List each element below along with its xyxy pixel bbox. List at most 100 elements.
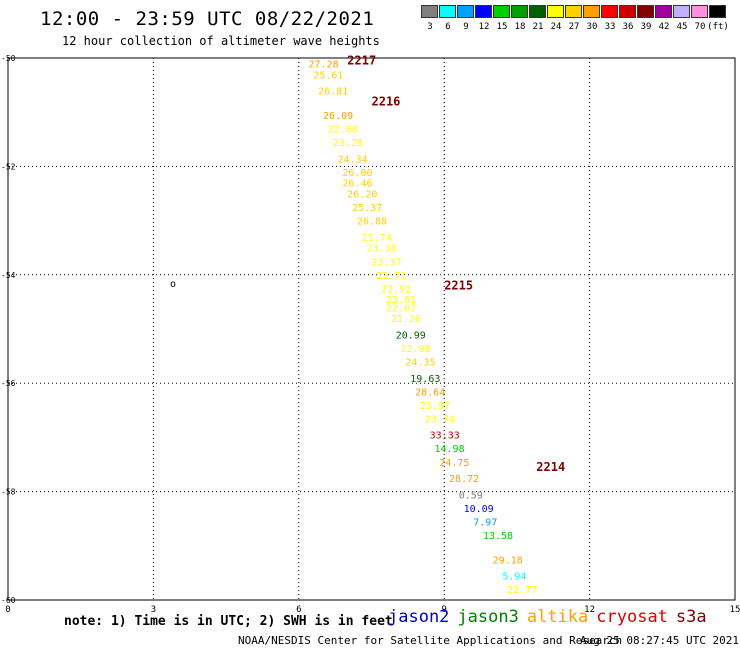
wave-height-value: 28.64 [415,387,445,398]
grid-lines [8,58,735,600]
wave-height-value: 22.88 [328,124,358,135]
wave-height-value: 23.37 [372,257,402,268]
wave-height-value: 22.07 [386,303,416,314]
wave-height-value: 22.98 [401,344,431,355]
wave-height-value: 23.38 [367,244,397,255]
location-marker: o [170,279,176,290]
y-tick-label: -58 [1,488,16,497]
wave-height-value: 25.61 [313,70,343,81]
wave-height-value: 23.97 [420,401,450,412]
satellite-name: jason3 [457,607,519,627]
scale-label: 9 [463,22,469,32]
satellite-legend: jason2 jason3 altika cryosat s3a [388,607,715,627]
scale-label: 45 [676,22,688,32]
wave-height-value: 27.28 [308,59,338,70]
plot-frame [7,57,736,601]
wave-height-value: 0.59 [459,490,483,501]
scale-label: 30 [586,22,598,32]
scale-label: 42 [658,22,670,32]
scale-swatch [547,5,564,18]
scale-label: 27 [568,22,580,32]
wave-height-value: 24.34 [338,154,368,165]
wave-height-value: 29.18 [493,555,523,566]
scale-swatch [619,5,636,18]
scale-swatch [511,5,528,18]
scale-label: 12 [478,22,490,32]
scale-swatch [655,5,672,18]
scale-swatch [421,5,438,18]
scale-swatch [673,5,690,18]
wave-height-value: 5.94 [502,572,526,583]
x-tick-label: 0 [5,605,10,615]
x-tick-label: 6 [296,605,301,615]
wave-height-value: 23.61 [386,295,416,306]
wave-height-value: 24.75 [439,458,469,469]
wave-height-value: 22.92 [381,284,411,295]
page-subtitle: 12 hour collection of altimeter wave hei… [62,34,380,48]
x-tick-label: 15 [730,605,740,615]
wave-height-value: 13.58 [483,531,513,542]
wave-height-value: 7.97 [473,517,497,528]
scale-swatch [709,5,726,18]
satellite-name: jason2 [388,607,450,627]
y-tick-label: -50 [1,54,16,63]
wave-height-value: 26.46 [342,179,372,190]
scale-label: 24 [550,22,562,32]
wave-height-value: 26.00 [342,168,372,179]
scale-label: 21 [532,22,544,32]
credit-text: NOAA/NESDIS Center for Satellite Applica… [238,634,623,647]
scale-label: 15 [496,22,508,32]
scale-swatch [457,5,474,18]
wave-height-value: 21.26 [391,314,421,325]
scale-label: 39 [640,22,652,32]
pass-number-label: 2215 [444,279,473,293]
satellite-name: cryosat [596,607,668,627]
wave-height-value: 26.09 [323,111,353,122]
y-tick-label: -52 [1,162,16,171]
pass-number-label: 2216 [372,94,401,108]
scale-swatch [583,5,600,18]
axis-ticks: 0 3 6 9 12 15 -50 -52 -54 -56 -58 -60 [1,54,740,615]
wave-height-value: 14.98 [435,444,465,455]
scale-label: 70 [694,22,706,32]
pass-labels: 2217 2216 2215 2214 [347,54,565,474]
scale-label: 18 [514,22,526,32]
wave-height-value: 25.37 [352,203,382,214]
y-tick-label: -54 [1,271,16,280]
satellite-name: s3a [675,607,707,627]
scale-label: (ft) [707,22,729,32]
wave-height-value: 24.35 [405,358,435,369]
y-tick-label: -60 [1,596,16,605]
wave-height-value: 26.81 [318,87,348,98]
pass-number-label: 2217 [347,54,376,68]
scale-label: 3 [427,22,433,32]
x-tick-label: 3 [151,605,156,615]
scale-swatch [529,5,546,18]
pass-number-label: 2214 [536,460,565,474]
scale-swatch [601,5,618,18]
scale-swatch [493,5,510,18]
scale-label: 33 [604,22,616,32]
wave-height-value: 26.20 [347,190,377,201]
x-tick-label: 12 [584,605,595,615]
y-tick-label: -56 [1,379,16,388]
scale-swatch [637,5,654,18]
wave-height-value: 22.71 [376,271,406,282]
x-tick-label: 9 [441,605,446,615]
wave-height-value: 28.72 [449,474,479,485]
page-title: 12:00 - 23:59 UTC 08/22/2021 [40,8,375,30]
wave-height-value: 23.74 [425,414,455,425]
scale-swatch [691,5,708,18]
satellite-name: altika [526,607,589,627]
footer-note: note: 1) Time is in UTC; 2) SWH is in fe… [64,614,393,629]
scale-label: 6 [445,22,451,32]
wave-height-value: 22.77 [507,585,537,596]
wave-height-value: 19.63 [410,374,440,385]
scale-swatch [475,5,492,18]
scale-swatch [439,5,456,18]
wave-height-value: 20.99 [396,330,426,341]
wave-height-value: 33.33 [430,431,460,442]
wave-height-value: 23.28 [333,138,363,149]
